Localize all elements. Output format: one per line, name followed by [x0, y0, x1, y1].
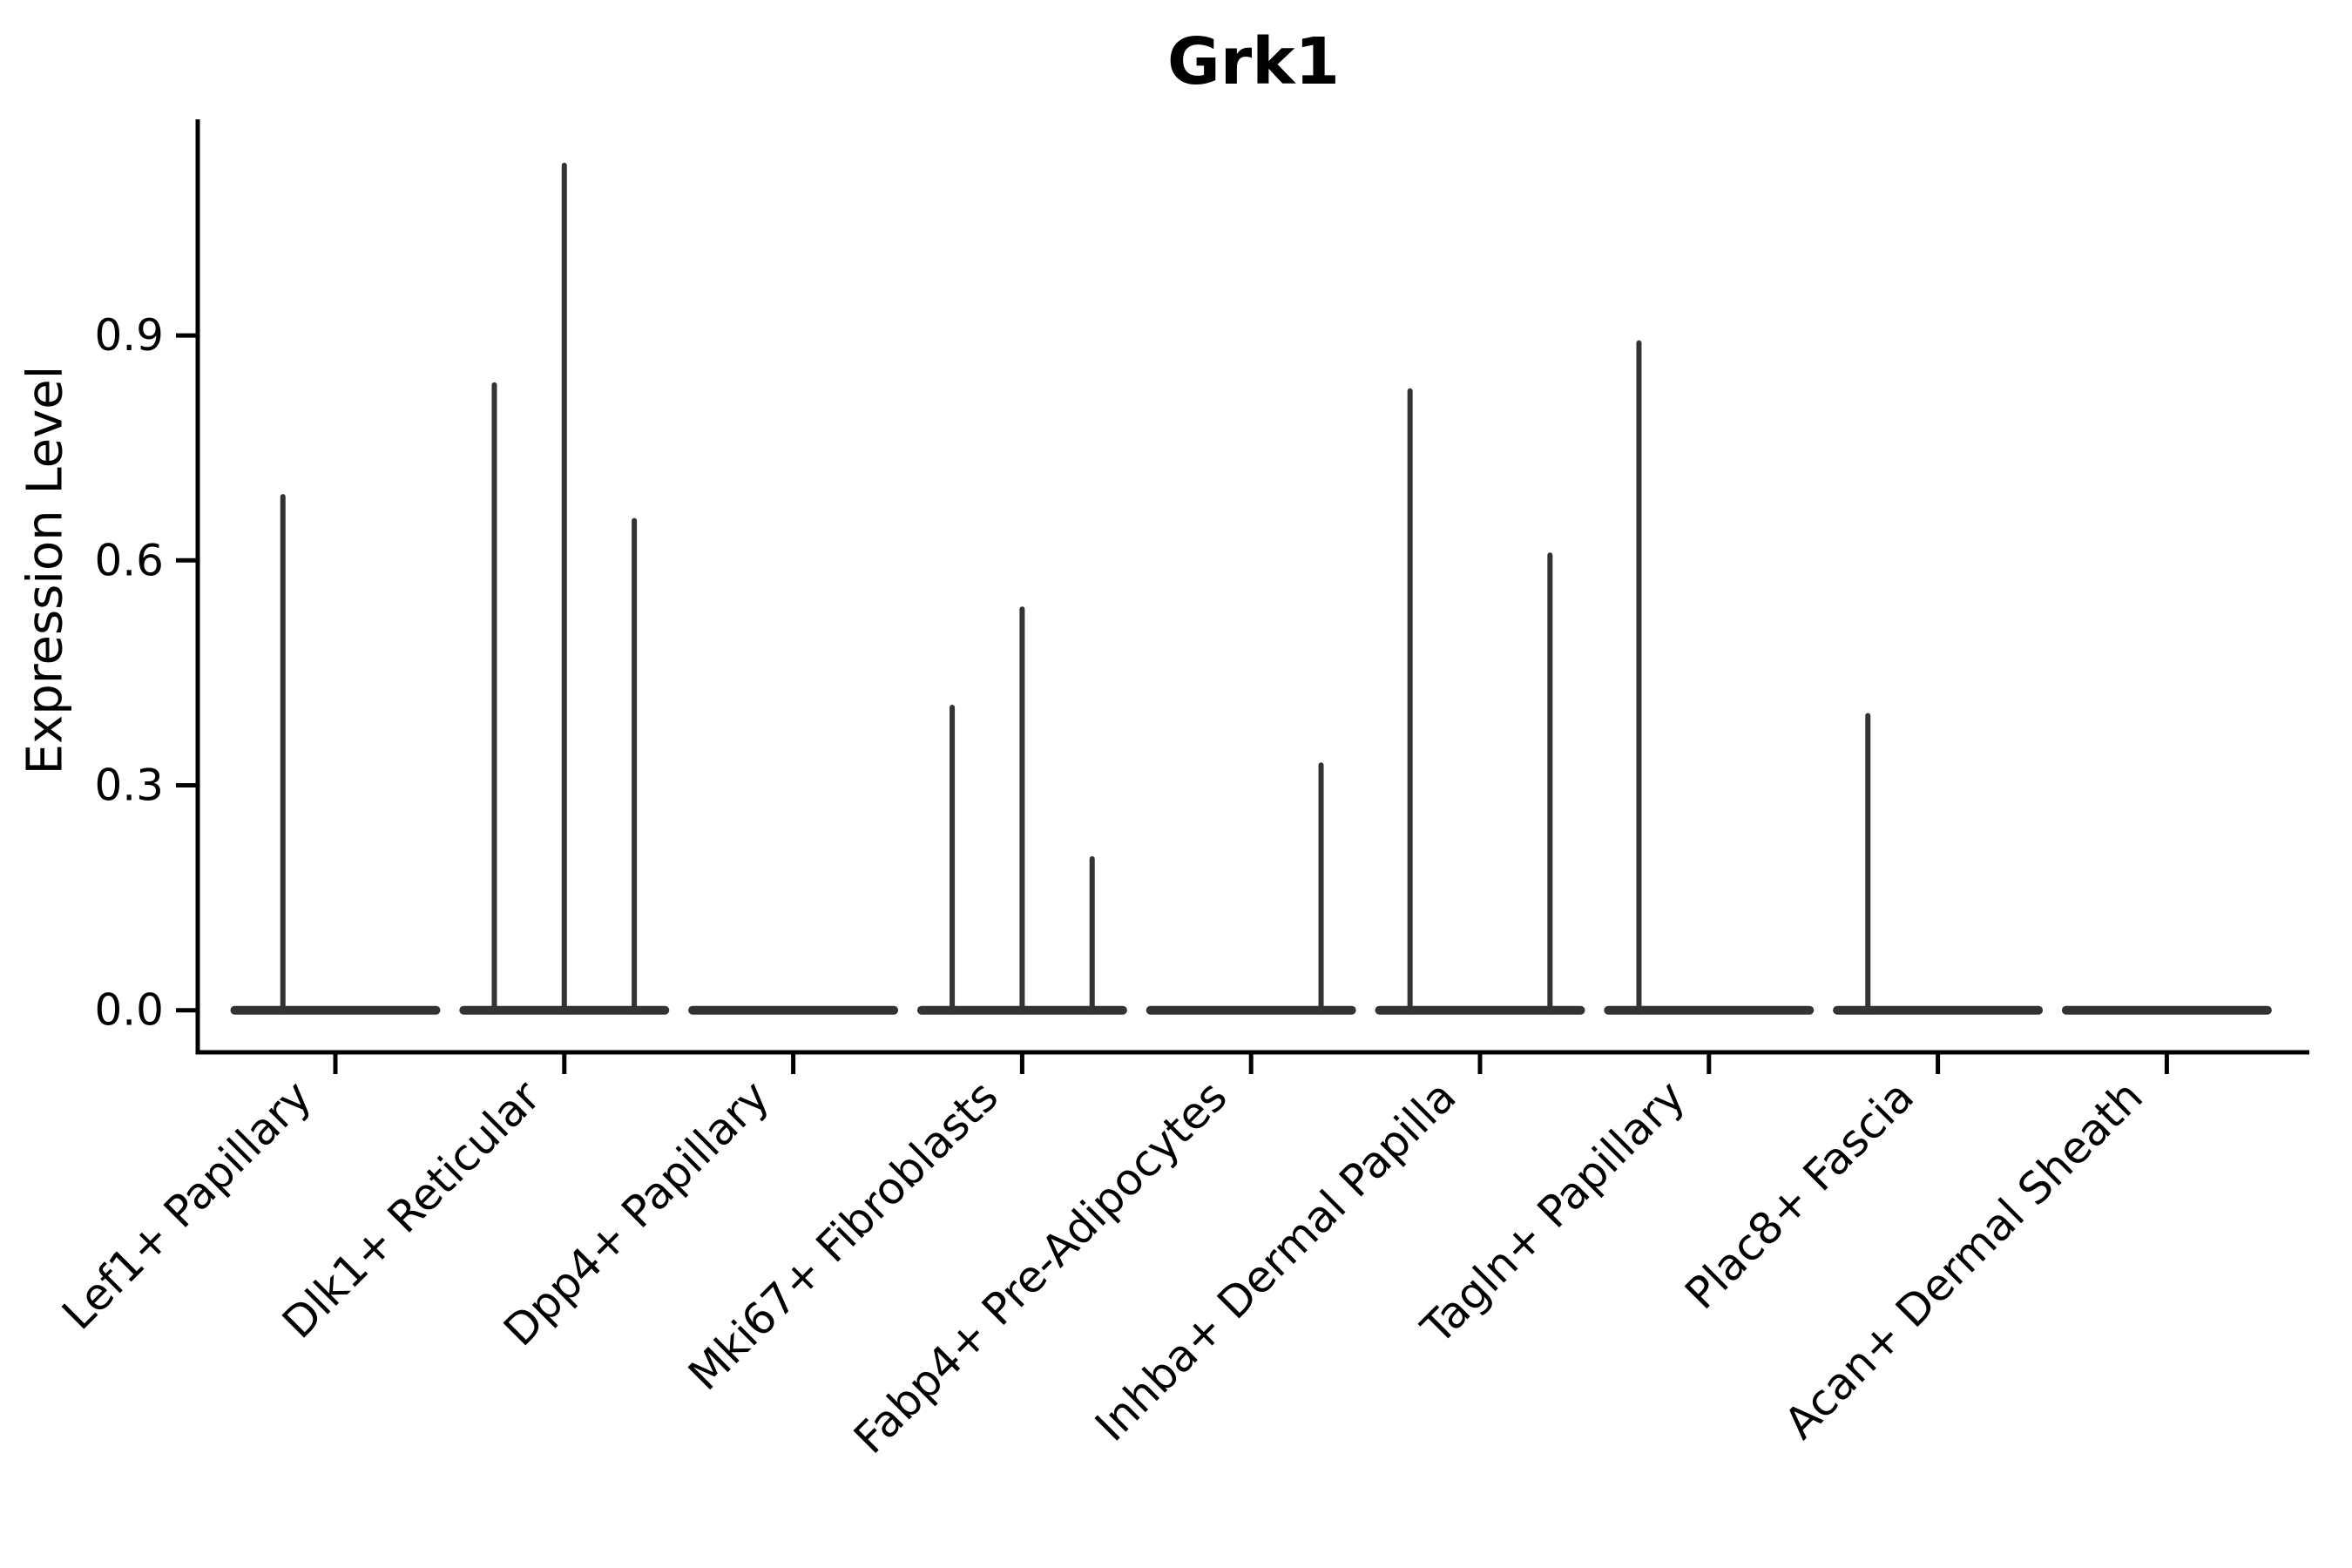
y-tick-label: 0.3 — [94, 760, 164, 810]
y-tick-label: 0.6 — [94, 535, 164, 585]
y-tick-label: 0.0 — [94, 985, 164, 1036]
x-tick-label: Lef1+ Papillary — [52, 1071, 321, 1339]
x-tick-label: Inhba+ Dermal Papilla — [1085, 1071, 1465, 1450]
x-tick-label: Plac8+ Fascia — [1675, 1071, 1923, 1319]
y-tick-label: 0.9 — [94, 310, 164, 361]
x-tick-label: Fabp4+ Pre-Adipocytes — [844, 1071, 1237, 1463]
chart-title: Grk1 — [1167, 24, 1340, 99]
